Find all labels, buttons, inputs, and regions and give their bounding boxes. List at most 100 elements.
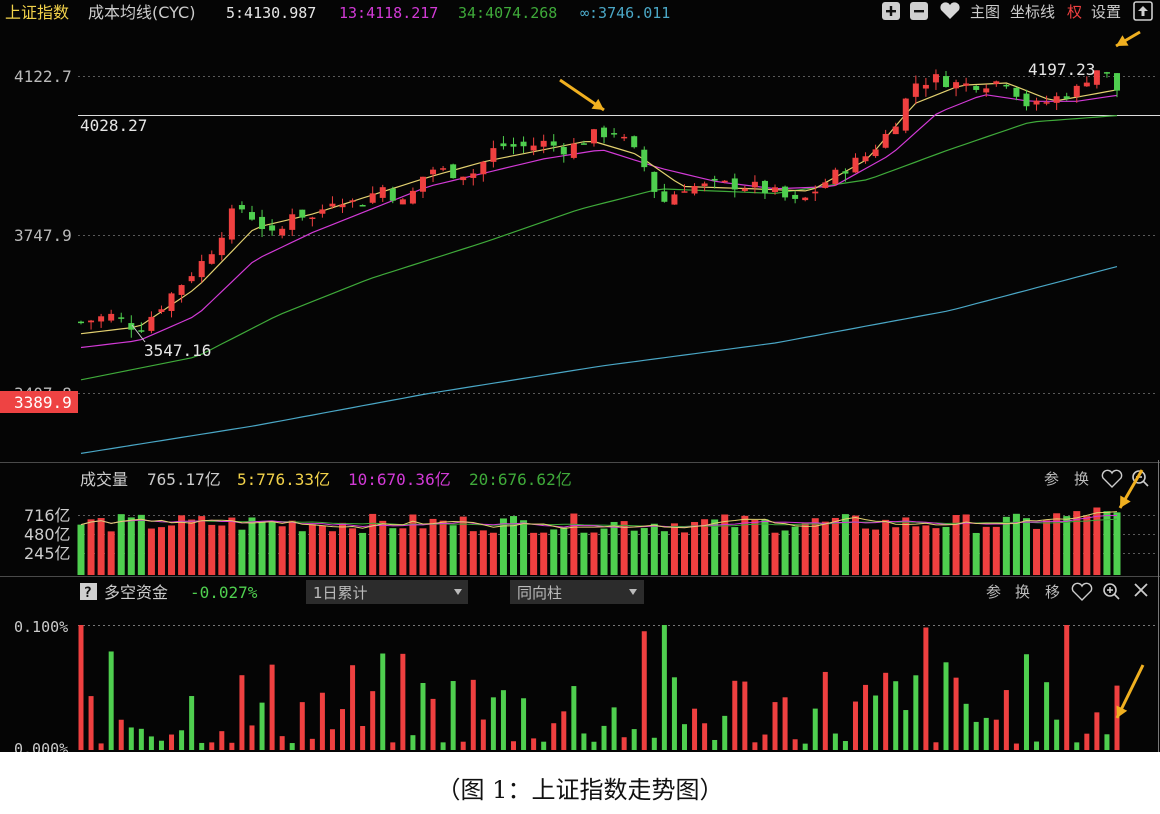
chart-canvas[interactable]: 上证指数 成本均线(CYC) 5:4130.987 13:4118.217 34… <box>0 0 1160 752</box>
volume-bar <box>1002 516 1010 575</box>
fund-bar <box>440 742 446 750</box>
chevron-down-icon <box>454 589 462 595</box>
fund-bar <box>269 664 275 750</box>
fund-bar <box>973 721 979 750</box>
volume-ma10: 10:670.36亿 <box>348 470 451 489</box>
volume-ma10-line <box>80 515 1118 528</box>
heart-icon[interactable] <box>940 2 960 20</box>
ma13-line <box>80 94 1118 349</box>
volume-bar <box>872 529 880 575</box>
fund-bar <box>631 729 637 750</box>
volume-bar <box>862 528 870 575</box>
fund-title: 多空资金 <box>104 583 168 602</box>
plus-icon[interactable] <box>882 2 900 20</box>
candle-body <box>711 178 718 181</box>
candle-body <box>279 228 286 236</box>
arrow-fund-head <box>1116 705 1128 718</box>
fund-bar <box>722 715 728 750</box>
candle-body <box>953 82 960 89</box>
volume-bar <box>610 521 618 575</box>
volume-bar <box>520 520 528 575</box>
fund-bar <box>148 736 154 750</box>
candle-body <box>772 187 779 193</box>
volume-bar <box>77 524 85 575</box>
zoom-in-icon[interactable] <box>1103 583 1120 600</box>
bar-mode-dropdown[interactable]: 同向柱 <box>510 580 644 604</box>
ma-inf-value: ∞:3746.011 <box>580 4 670 22</box>
candle-body <box>510 144 517 147</box>
volume-bar <box>409 514 417 575</box>
candle-body <box>651 171 658 192</box>
volume-bar <box>640 528 648 575</box>
candle-body <box>661 191 668 202</box>
volume-bar <box>238 529 246 575</box>
heart-icon[interactable] <box>1071 582 1093 601</box>
candle-body <box>550 141 557 146</box>
heart-icon[interactable] <box>1101 469 1123 488</box>
fund-bar <box>470 679 476 750</box>
fund-bar <box>169 734 175 750</box>
candle-body <box>98 316 105 322</box>
fund-bar <box>1074 742 1080 750</box>
candle-body <box>329 203 336 207</box>
candle-body <box>570 143 577 158</box>
chevron-down-icon <box>629 589 637 595</box>
stock-chart-panel: 上证指数 成本均线(CYC) 5:4130.987 13:4118.217 34… <box>0 0 1160 752</box>
fund-switch-button[interactable]: 换 <box>1015 583 1030 601</box>
volume-bar <box>258 521 266 575</box>
fund-bar <box>852 701 858 750</box>
axis-line-button[interactable]: 坐标线 <box>1010 3 1055 21</box>
fund-bar <box>923 627 929 750</box>
ma5-line <box>80 82 1118 335</box>
volume-bar <box>328 531 336 575</box>
minus-icon[interactable] <box>910 2 928 20</box>
candle-body <box>701 183 708 187</box>
fund-bar <box>863 684 869 750</box>
reference-line-label: 4028.27 <box>80 116 147 135</box>
volume-bar <box>791 526 799 575</box>
volume-param-button[interactable]: 参 <box>1044 470 1059 488</box>
fund-bar <box>1094 712 1100 750</box>
main-chart-button[interactable]: 主图 <box>970 3 1000 21</box>
export-icon[interactable] <box>1133 1 1153 21</box>
period-dropdown[interactable]: 1日累计 <box>306 580 468 604</box>
fund-bar <box>521 698 527 750</box>
fund-bar <box>319 692 325 750</box>
fund-bar <box>571 686 577 750</box>
candle-body <box>862 156 869 162</box>
candle-body <box>1114 73 1120 91</box>
candle-body <box>118 317 125 319</box>
volume-bar <box>298 531 306 575</box>
fund-tick-2: 0.000% <box>14 740 68 752</box>
volume-bar <box>228 517 236 575</box>
fund-bar <box>812 708 818 750</box>
candle-body <box>621 136 628 139</box>
volume-switch-button[interactable]: 换 <box>1074 470 1089 488</box>
help-icon[interactable] <box>80 583 97 600</box>
fund-bar <box>88 696 94 750</box>
fund-bar <box>249 725 255 750</box>
candle-body <box>1033 100 1040 105</box>
rights-button[interactable]: 权 <box>1067 3 1082 21</box>
volume-bar <box>188 519 196 575</box>
candle-body <box>369 193 376 203</box>
volume-bar <box>117 514 125 575</box>
fund-move-button[interactable]: 移 <box>1045 583 1060 601</box>
settings-button[interactable]: 设置 <box>1091 3 1121 21</box>
candle-body <box>520 141 527 147</box>
candle-body <box>590 129 597 144</box>
close-icon[interactable] <box>1134 583 1148 597</box>
candle-body <box>78 321 84 324</box>
fund-param-button[interactable]: 参 <box>986 583 1001 601</box>
volume-bar <box>278 526 286 575</box>
indicator-name: 成本均线(CYC) <box>88 3 195 22</box>
candle-body <box>289 214 296 230</box>
volume-bar <box>429 518 437 575</box>
candle-body <box>751 181 758 188</box>
volume-bar <box>510 516 518 575</box>
volume-bar <box>198 516 206 575</box>
period-dropdown-value: 1日累计 <box>313 584 368 602</box>
volume-bar <box>1103 511 1111 575</box>
fund-bar <box>158 740 164 750</box>
volume-bar <box>801 523 809 575</box>
